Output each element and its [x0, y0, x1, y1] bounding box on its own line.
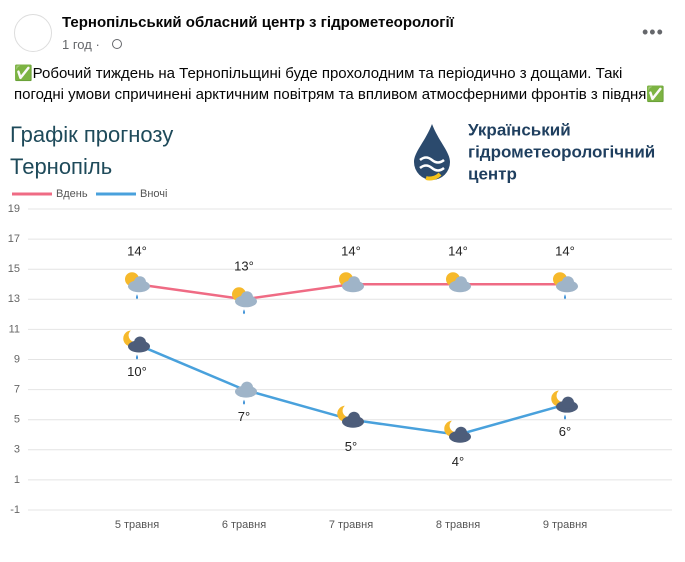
post-text: ✅Робочий тиждень на Тернопільщині буде п… [14, 65, 666, 103]
rain [243, 399, 245, 405]
x-tick-label: 9 травня [543, 519, 587, 531]
rain [243, 309, 245, 315]
weather-icon [125, 272, 150, 300]
logo-text: Український [468, 120, 571, 139]
y-tick-label: 19 [8, 203, 20, 215]
weather-icon [235, 381, 257, 405]
legend-label: Вдень [56, 188, 88, 200]
weather-icon [444, 420, 471, 443]
rain [564, 414, 566, 420]
chart-subtitle: Тернопіль [10, 154, 112, 179]
weather-icon [232, 287, 257, 315]
data-label: 5° [345, 439, 357, 454]
cloud [455, 426, 467, 439]
data-label: 4° [452, 454, 464, 469]
y-tick-label: -1 [10, 504, 20, 516]
logo-text: гідрометеорологічний [468, 142, 655, 161]
cloud [562, 396, 574, 409]
rain [564, 294, 566, 300]
rain [136, 294, 138, 300]
weather-icon [123, 330, 150, 360]
data-label: 14° [448, 244, 468, 259]
avatar[interactable] [14, 14, 52, 52]
cloud [562, 276, 574, 289]
weather-icon [337, 405, 364, 428]
data-label: 14° [127, 244, 147, 259]
cloud [134, 276, 146, 289]
data-label: 7° [238, 409, 250, 424]
y-tick-label: 3 [14, 444, 20, 456]
x-tick-label: 5 травня [115, 519, 159, 531]
y-tick-label: 13 [8, 293, 20, 305]
chart-title: Графік прогнозу [10, 122, 173, 147]
data-label: 13° [234, 259, 254, 274]
logo-icon [414, 124, 450, 181]
data-label: 14° [341, 244, 361, 259]
rain [136, 354, 138, 360]
post-time[interactable]: 1 год · [62, 37, 100, 52]
cloud [348, 276, 360, 289]
cloud [455, 276, 467, 289]
author-name[interactable]: Тернопільський обласний центр з гідромет… [62, 14, 454, 31]
cloud [241, 381, 253, 394]
x-tick-label: 6 травня [222, 519, 266, 531]
x-tick-label: 7 травня [329, 519, 373, 531]
x-tick-label: 8 травня [436, 519, 480, 531]
y-tick-label: 5 [14, 414, 20, 426]
cloud [134, 336, 146, 349]
legend-label: Вночі [140, 188, 167, 200]
weather-icon [446, 272, 471, 293]
cloud [241, 291, 253, 304]
data-label: 14° [555, 244, 575, 259]
more-button[interactable]: ••• [642, 22, 664, 42]
data-label: 10° [127, 364, 147, 379]
y-tick-label: 11 [9, 323, 20, 335]
cloud [348, 411, 360, 424]
weather-icon [339, 272, 364, 293]
data-label: 6° [559, 424, 571, 439]
y-tick-label: 1 [14, 474, 20, 486]
weather-icon [553, 272, 578, 300]
y-tick-label: 9 [14, 353, 20, 365]
logo-text: центр [468, 164, 517, 183]
y-tick-label: 15 [8, 263, 20, 275]
chart: Графік прогнозу Тернопіль Український гід… [8, 120, 672, 531]
y-tick-label: 17 [8, 233, 20, 245]
y-tick-label: 7 [14, 384, 20, 396]
privacy-icon [112, 39, 122, 49]
weather-icon [551, 390, 578, 420]
